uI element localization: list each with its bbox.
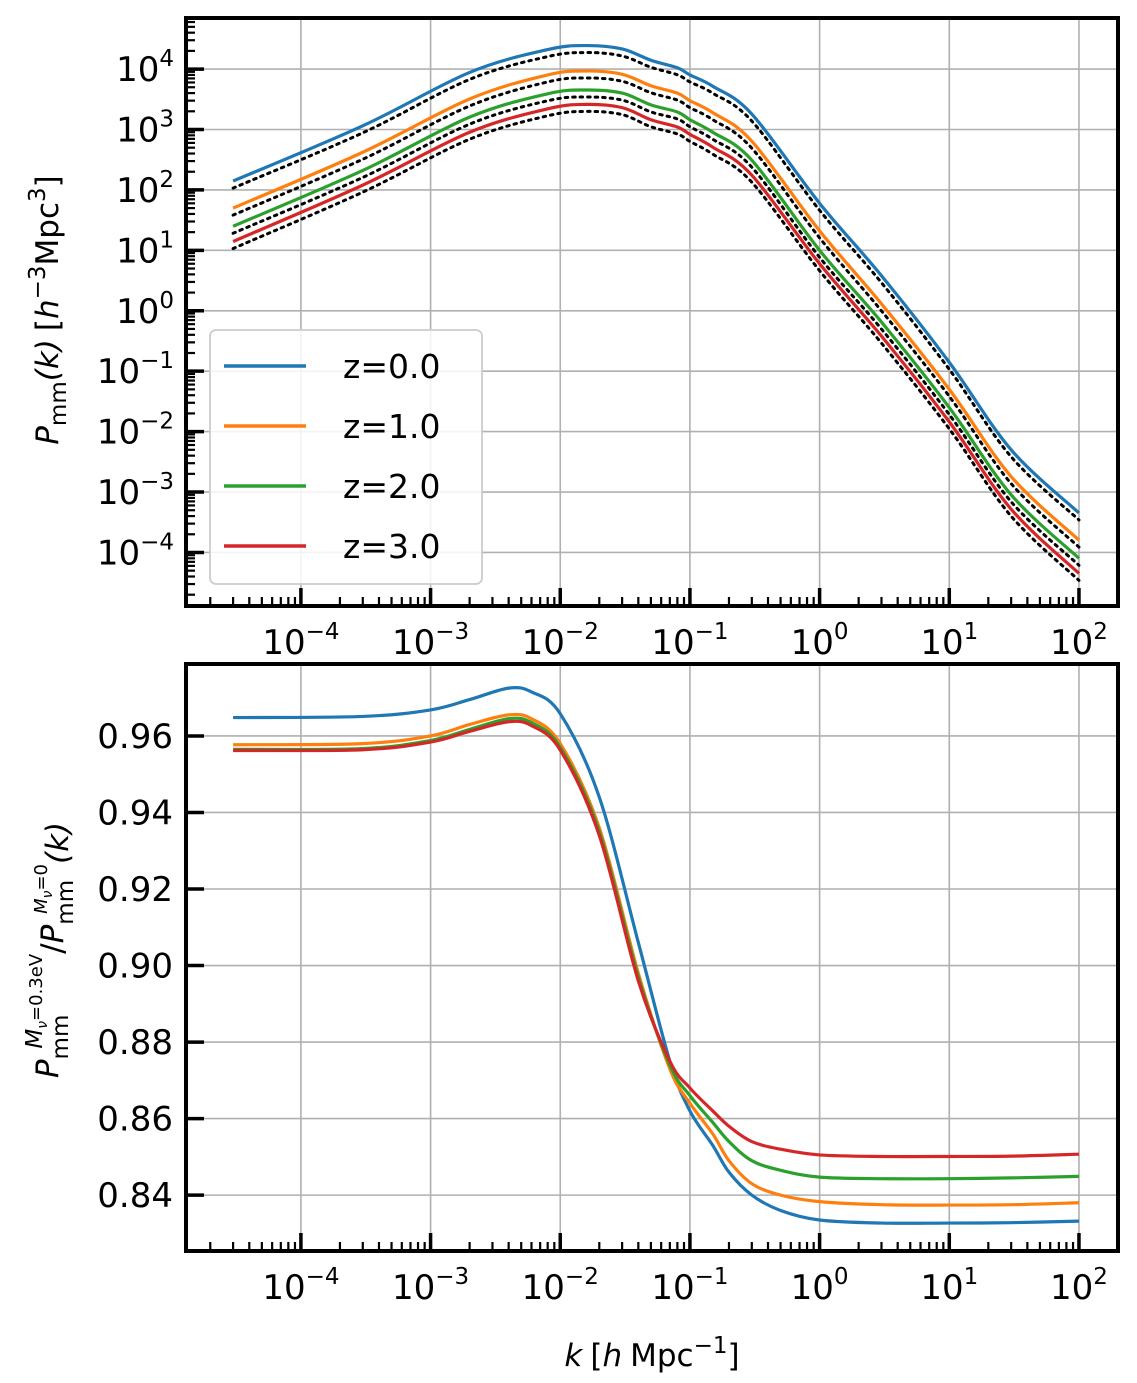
- bottom-x-tick-label: 102: [1050, 1264, 1108, 1308]
- top-reference-line-z=0.0: [231, 51, 1081, 522]
- top-series-group: [231, 43, 1081, 582]
- top-reference-line-z=1.0: [231, 76, 1081, 549]
- top-y-tick-label: 10−1: [97, 348, 174, 392]
- bottom-axes-frame: [184, 662, 1120, 1253]
- top-series-line-z=2.0: [232, 88, 1081, 560]
- legend-label-2: z=2.0: [343, 467, 440, 506]
- bottom-y-tick-label: 0.88: [97, 1023, 173, 1063]
- top-x-tick-label: 10−2: [522, 619, 599, 663]
- bottom-y-axis-label: PmmMν=0.3eV/PmmMν=0(k): [22, 822, 79, 1078]
- bottom-y-tick-label: 0.94: [97, 793, 173, 833]
- bottom-series-line-z=2.0: [233, 716, 1079, 1181]
- top-y-tick-label: 100: [116, 288, 174, 332]
- bottom-panel: 10−4 10−3 10−2 10−1 100 101 102 0.96 0.94 0.92 0.9…: [97, 662, 1120, 1308]
- bottom-x-tick-label: 10−2: [522, 1264, 599, 1308]
- bottom-y-tick-label: 0.96: [97, 717, 173, 757]
- top-series-line-z=1.0: [232, 69, 1081, 542]
- top-series-line-z=0.0: [232, 43, 1081, 515]
- top-x-tick-label: 10−1: [651, 619, 728, 663]
- bottom-y-tick-label: 0.92: [97, 870, 173, 910]
- legend-label-3: z=3.0: [343, 527, 440, 566]
- bottom-x-tick-label: 100: [791, 1264, 849, 1308]
- bottom-y-tick-label: 0.86: [97, 1100, 173, 1140]
- top-x-tick-label: 100: [791, 619, 849, 663]
- top-y-tick-label: 10−3: [97, 469, 174, 513]
- top-panel: 10−4 10−3 10−2 10−1 100 101 102 104 103 102 101 100…: [97, 16, 1120, 663]
- top-y-tick-label: 104: [116, 46, 174, 90]
- top-y-tick-label: 102: [116, 167, 174, 211]
- bottom-series-line-z=3.0: [233, 719, 1080, 1159]
- top-axes-frame: [184, 16, 1120, 608]
- top-y-tick-label: 103: [116, 106, 174, 150]
- bottom-series-line-z=0.0: [233, 685, 1079, 1225]
- top-y-axis-label: Pmm(k)[h−3Mpc3]: [25, 175, 72, 445]
- top-reference-line-z=2.0: [231, 95, 1081, 567]
- legend-label-1: z=1.0: [343, 407, 440, 446]
- top-y-tick-label: 10−4: [97, 529, 174, 573]
- legend-box: [209, 329, 483, 585]
- bottom-series-line-z=1.0: [233, 712, 1080, 1207]
- top-y-tick-label: 10−2: [97, 409, 174, 453]
- bottom-series-group: [233, 685, 1080, 1225]
- bottom-x-axis-label: k [h Mpc−1]: [564, 1333, 739, 1374]
- top-x-tick-label: 101: [920, 619, 978, 663]
- bottom-y-tick-label: 0.90: [97, 947, 173, 987]
- bottom-x-tick-label: 10−4: [262, 1264, 339, 1308]
- bottom-x-tick-label: 10−1: [651, 1264, 728, 1308]
- top-reference-line-z=3.0: [231, 109, 1081, 582]
- legend-label-0: z=0.0: [343, 347, 440, 386]
- top-x-tick-label: 10−3: [392, 619, 469, 663]
- bottom-x-tick-label: 101: [920, 1264, 978, 1308]
- top-x-tick-label: 10−4: [262, 619, 339, 663]
- top-x-tick-label: 102: [1050, 619, 1108, 663]
- bottom-y-tick-label: 0.84: [97, 1176, 173, 1216]
- top-series-line-z=3.0: [232, 102, 1081, 575]
- bottom-x-tick-label: 10−3: [392, 1264, 469, 1308]
- top-y-tick-label: 101: [116, 227, 174, 271]
